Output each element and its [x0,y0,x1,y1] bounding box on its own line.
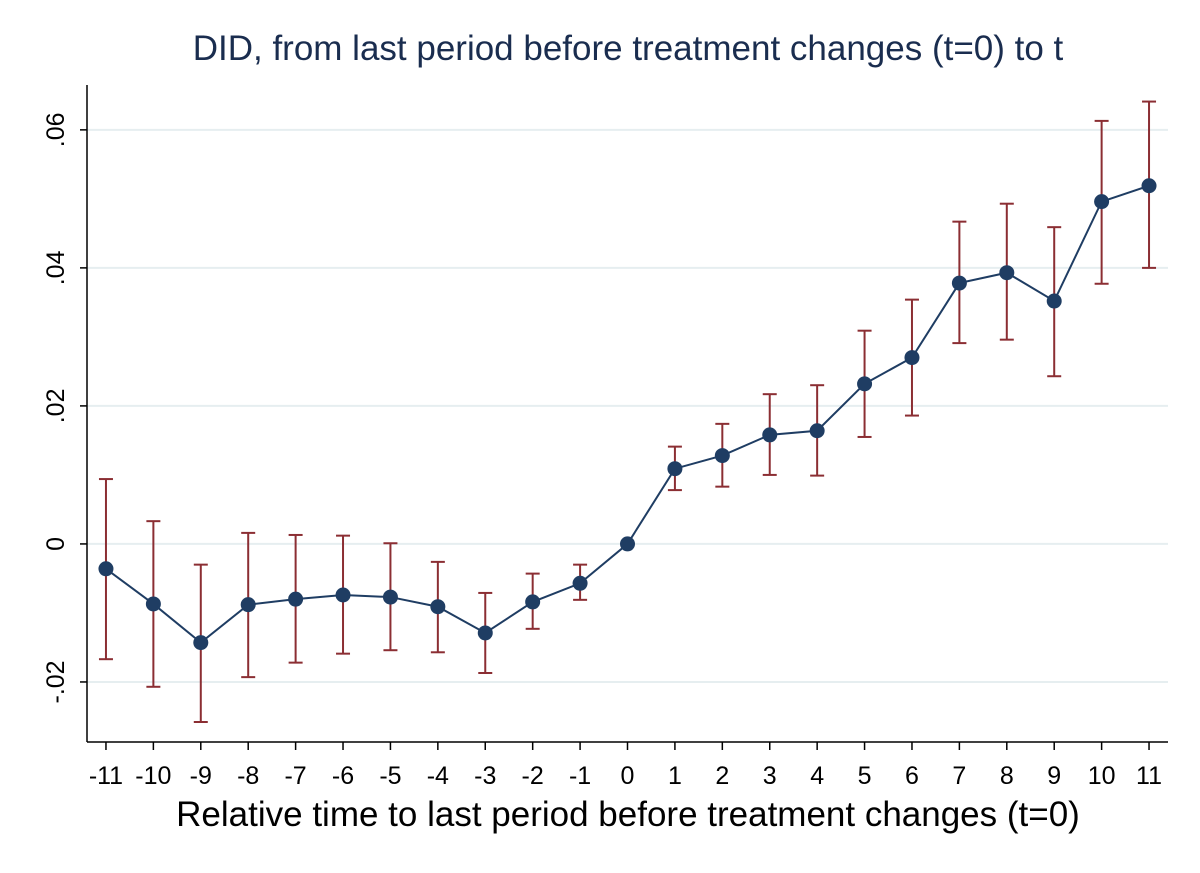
x-tick-label: 2 [715,762,729,790]
x-tick-label: 11 [1136,762,1162,790]
x-tick-label: -5 [379,762,401,790]
x-tick-label: -6 [332,762,354,790]
point [430,599,446,615]
point [762,427,778,443]
y-tick-label: .02 [42,389,70,424]
x-tick-label: 0 [621,762,635,790]
point [477,625,493,641]
point [382,589,398,605]
x-tick-label: -4 [427,762,449,790]
point [193,635,209,651]
x-tick-label: 1 [668,762,682,790]
point [145,596,161,612]
point [98,561,114,577]
x-tick-label: 9 [1047,762,1061,790]
x-axis-label: Relative time to last period before trea… [176,795,1080,834]
point [620,536,635,552]
y-tick-label: -.02 [42,660,70,703]
point [1046,293,1062,309]
chart-title: DID, from last period before treatment c… [193,29,1064,68]
point [809,423,825,439]
x-tick-label: 5 [858,762,872,790]
point [572,575,588,591]
point [335,587,351,603]
x-tick-label: -1 [569,762,591,790]
x-tick-label: -11 [89,762,123,790]
point [857,376,873,392]
point [288,591,304,607]
x-tick-label: -10 [135,762,171,790]
point [525,594,541,610]
x-tick-label: -8 [237,762,259,790]
y-tick-label: .04 [42,250,70,285]
x-tick-label: 6 [905,762,919,790]
point [1141,178,1157,194]
x-tick-label: -7 [284,762,306,790]
point [904,350,920,366]
x-tick-label: -9 [190,762,212,790]
point [999,265,1015,281]
x-tick-label: 8 [1000,762,1014,790]
point [240,597,256,613]
point [1094,194,1110,210]
x-tick-label: 7 [952,762,966,790]
series-line [105,184,1150,644]
x-tick-label: 4 [810,762,824,790]
x-tick-label: 3 [763,762,777,790]
y-tick-label: .06 [42,112,70,147]
point [714,448,730,464]
point [667,461,683,477]
point [951,275,967,291]
y-tick-label: 0 [42,537,70,551]
x-tick-label: 10 [1088,762,1116,790]
x-tick-label: -2 [522,762,544,790]
x-tick-label: -3 [474,762,496,790]
